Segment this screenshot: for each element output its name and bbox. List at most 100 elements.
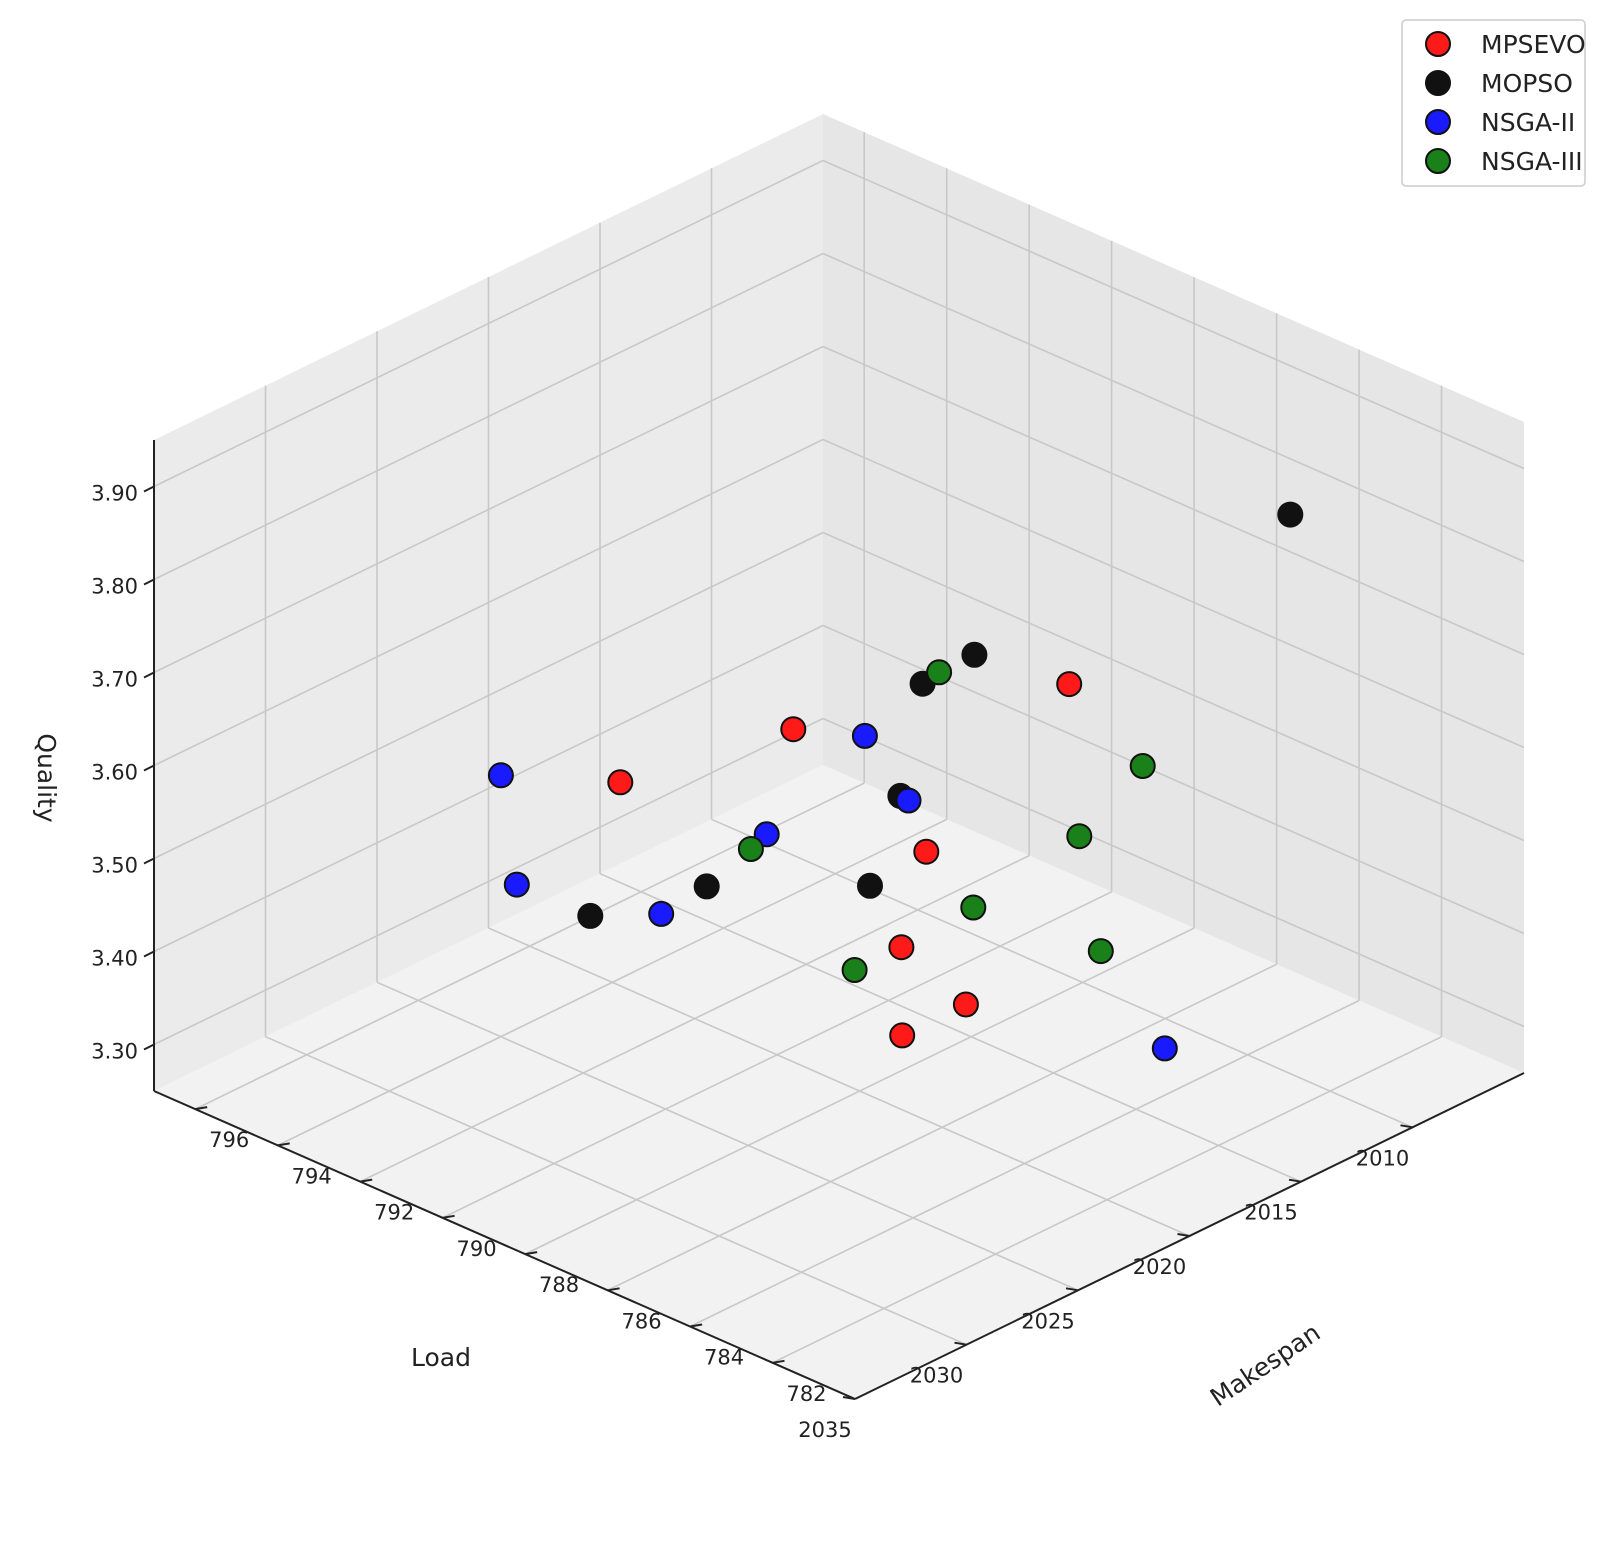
grid-line <box>359 854 1030 1183</box>
grid-line <box>153 438 824 767</box>
x-tick-label: 2035 <box>798 1418 851 1442</box>
data-point <box>895 787 922 814</box>
data-point <box>888 934 915 961</box>
x-axis-title-group: Load <box>411 1343 471 1372</box>
y-tick-mark <box>607 1287 620 1292</box>
z-tick-mark <box>143 857 155 865</box>
legend-entry: MOPSO <box>1425 69 1573 98</box>
y-tick-mark <box>524 1251 538 1256</box>
x-tick-mark <box>954 1341 967 1346</box>
y-tick-mark <box>772 1359 785 1364</box>
x-tick-mark <box>842 1396 856 1400</box>
z-tick-label: 3.30 <box>91 1040 138 1064</box>
x-tick-mark <box>1288 1178 1302 1183</box>
data-point <box>1056 671 1083 698</box>
grid-line <box>153 345 824 674</box>
legend-marker <box>1425 148 1451 174</box>
legend-entry: NSGA-II <box>1425 108 1575 137</box>
legend-label: NSGA-III <box>1481 147 1583 176</box>
grid-line <box>822 159 1525 470</box>
y-tick-mark <box>277 1142 290 1147</box>
tick-marks <box>143 485 1413 1400</box>
x-tick-label: 2015 <box>1244 1201 1297 1225</box>
grid-line <box>822 438 1525 749</box>
y-tick-label: 784 <box>704 1346 744 1370</box>
data-point <box>487 762 514 789</box>
legend-marker <box>1425 31 1451 57</box>
grid-line <box>822 345 1525 656</box>
x-tick-label: 2010 <box>1356 1146 1409 1170</box>
grid-line <box>607 963 1277 1292</box>
x-tick-label: 2025 <box>1021 1309 1074 1333</box>
grid-line <box>153 531 824 860</box>
legend-label: MOPSO <box>1481 69 1573 98</box>
grid-line <box>153 252 824 581</box>
data-point <box>952 991 979 1018</box>
y-tick-label: 796 <box>209 1128 249 1152</box>
y-tick-label: 790 <box>457 1237 497 1261</box>
legend: MPSEVO MOPSO NSGA-II NSGA-III <box>1401 19 1586 187</box>
grid-line <box>265 1035 967 1346</box>
back-panes <box>154 114 1524 1399</box>
x-tick-mark <box>1400 1124 1413 1129</box>
grid-line <box>442 891 1112 1219</box>
data-points <box>487 501 1304 1062</box>
grid-line <box>153 159 824 488</box>
grid-line <box>153 624 824 953</box>
tick-labels: 2010 2015 2020 2025 2030 2035 782 784 786 788 790 7… <box>91 482 1409 1443</box>
data-point <box>926 659 953 686</box>
data-point <box>1087 938 1114 965</box>
grid-line <box>524 927 1195 1255</box>
grid-line <box>599 872 1302 1183</box>
z-tick-label: 3.40 <box>91 947 138 971</box>
legend-marker <box>1425 109 1451 135</box>
grid-line <box>822 252 1525 563</box>
z-tick-label: 3.90 <box>91 482 138 506</box>
x-tick-label: 2020 <box>1133 1255 1186 1279</box>
grid-line <box>822 717 1525 1028</box>
legend-label: NSGA-II <box>1481 108 1575 137</box>
z-tick-mark <box>143 485 155 493</box>
grid-line <box>822 531 1525 842</box>
y-tick-label: 794 <box>292 1164 332 1188</box>
y-tick-mark <box>195 1106 208 1111</box>
y-tick-label: 786 <box>622 1309 662 1333</box>
data-point <box>607 769 634 796</box>
data-point <box>1277 501 1304 528</box>
z-axis-title-group: Quality <box>32 733 61 823</box>
data-point <box>503 871 530 898</box>
y-tick-mark <box>360 1178 373 1183</box>
legend-marker <box>1425 70 1451 96</box>
z-tick-label: 3.80 <box>91 575 138 599</box>
data-point <box>693 873 720 900</box>
data-point <box>648 900 675 927</box>
data-point <box>1066 823 1093 850</box>
data-point <box>577 902 604 929</box>
data-point <box>841 957 868 983</box>
legend-entry: MPSEVO <box>1425 30 1586 59</box>
y-axis-title: Makespan <box>1205 1318 1326 1412</box>
y-axis-line <box>153 1090 856 1400</box>
z-tick-mark <box>143 1043 155 1051</box>
data-point <box>913 838 940 865</box>
y-axis-title-group: Makespan <box>1205 1318 1326 1412</box>
z-tick-mark <box>143 950 155 958</box>
x-axis-title: Load <box>411 1343 471 1372</box>
x-tick-mark <box>1177 1233 1190 1237</box>
data-point <box>857 872 883 899</box>
y-tick-mark <box>689 1323 703 1328</box>
y-tick-label: 788 <box>539 1273 579 1297</box>
grid-line <box>153 717 824 1046</box>
data-point <box>1151 1035 1178 1062</box>
legend-entry: NSGA-III <box>1425 147 1583 176</box>
z-tick-mark <box>143 578 155 586</box>
y-tick-label: 792 <box>374 1201 414 1225</box>
data-point <box>961 641 988 668</box>
z-tick-mark <box>143 671 155 679</box>
z-tick-label: 3.60 <box>91 761 138 785</box>
data-point <box>851 722 878 749</box>
grid-line <box>376 981 1079 1292</box>
data-point <box>1129 753 1156 779</box>
